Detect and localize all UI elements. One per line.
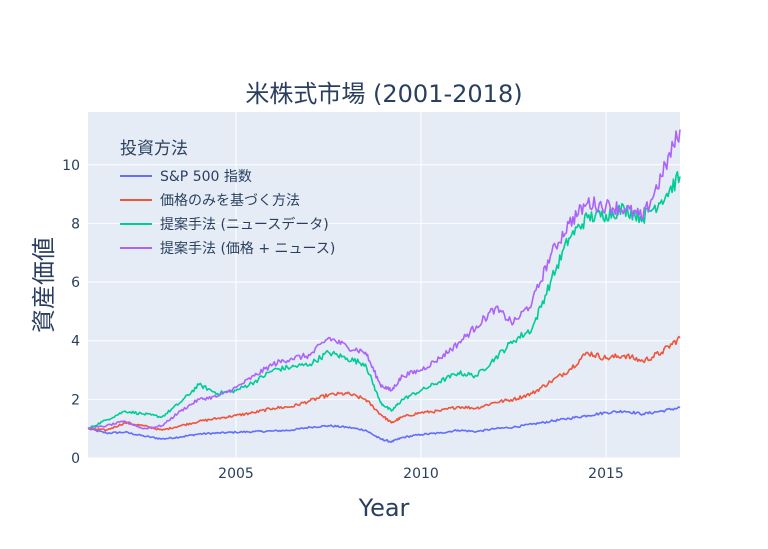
tick-labels: 0 2 4 6 8 10 2005 2010 2015 (62, 158, 624, 482)
y-tick-label: 4 (71, 334, 80, 350)
chart-title: 米株式市場 (2001-2018) (245, 80, 522, 108)
series-line-1 (88, 406, 681, 443)
x-axis-title: Year (358, 494, 410, 522)
series-line-4 (87, 129, 681, 430)
series-line-3 (87, 171, 681, 430)
grid (88, 112, 680, 459)
y-tick-label: 8 (71, 216, 80, 232)
legend-item-4[interactable]: 提案手法 (価格 + ニュース) (160, 240, 335, 257)
x-tick-label: 2010 (403, 466, 439, 482)
y-axis-title: 資産価値 (30, 237, 58, 333)
y-tick-label: 2 (71, 392, 80, 408)
legend-item-2[interactable]: 価格のみを基づく方法 (160, 192, 300, 209)
plot-background (88, 112, 680, 458)
y-tick-label: 0 (71, 451, 80, 467)
legend-item-1[interactable]: S&P 500 指数 (160, 169, 252, 185)
y-tick-label: 6 (71, 275, 80, 291)
series-lines (87, 129, 681, 443)
x-tick-label: 2015 (588, 466, 624, 482)
legend-item-3[interactable]: 提案手法 (ニュースデータ) (160, 216, 329, 233)
series-line-2 (87, 335, 681, 432)
x-tick-label: 2005 (218, 466, 254, 482)
y-tick-label: 10 (62, 158, 80, 174)
legend-title: 投資方法 (120, 139, 188, 159)
